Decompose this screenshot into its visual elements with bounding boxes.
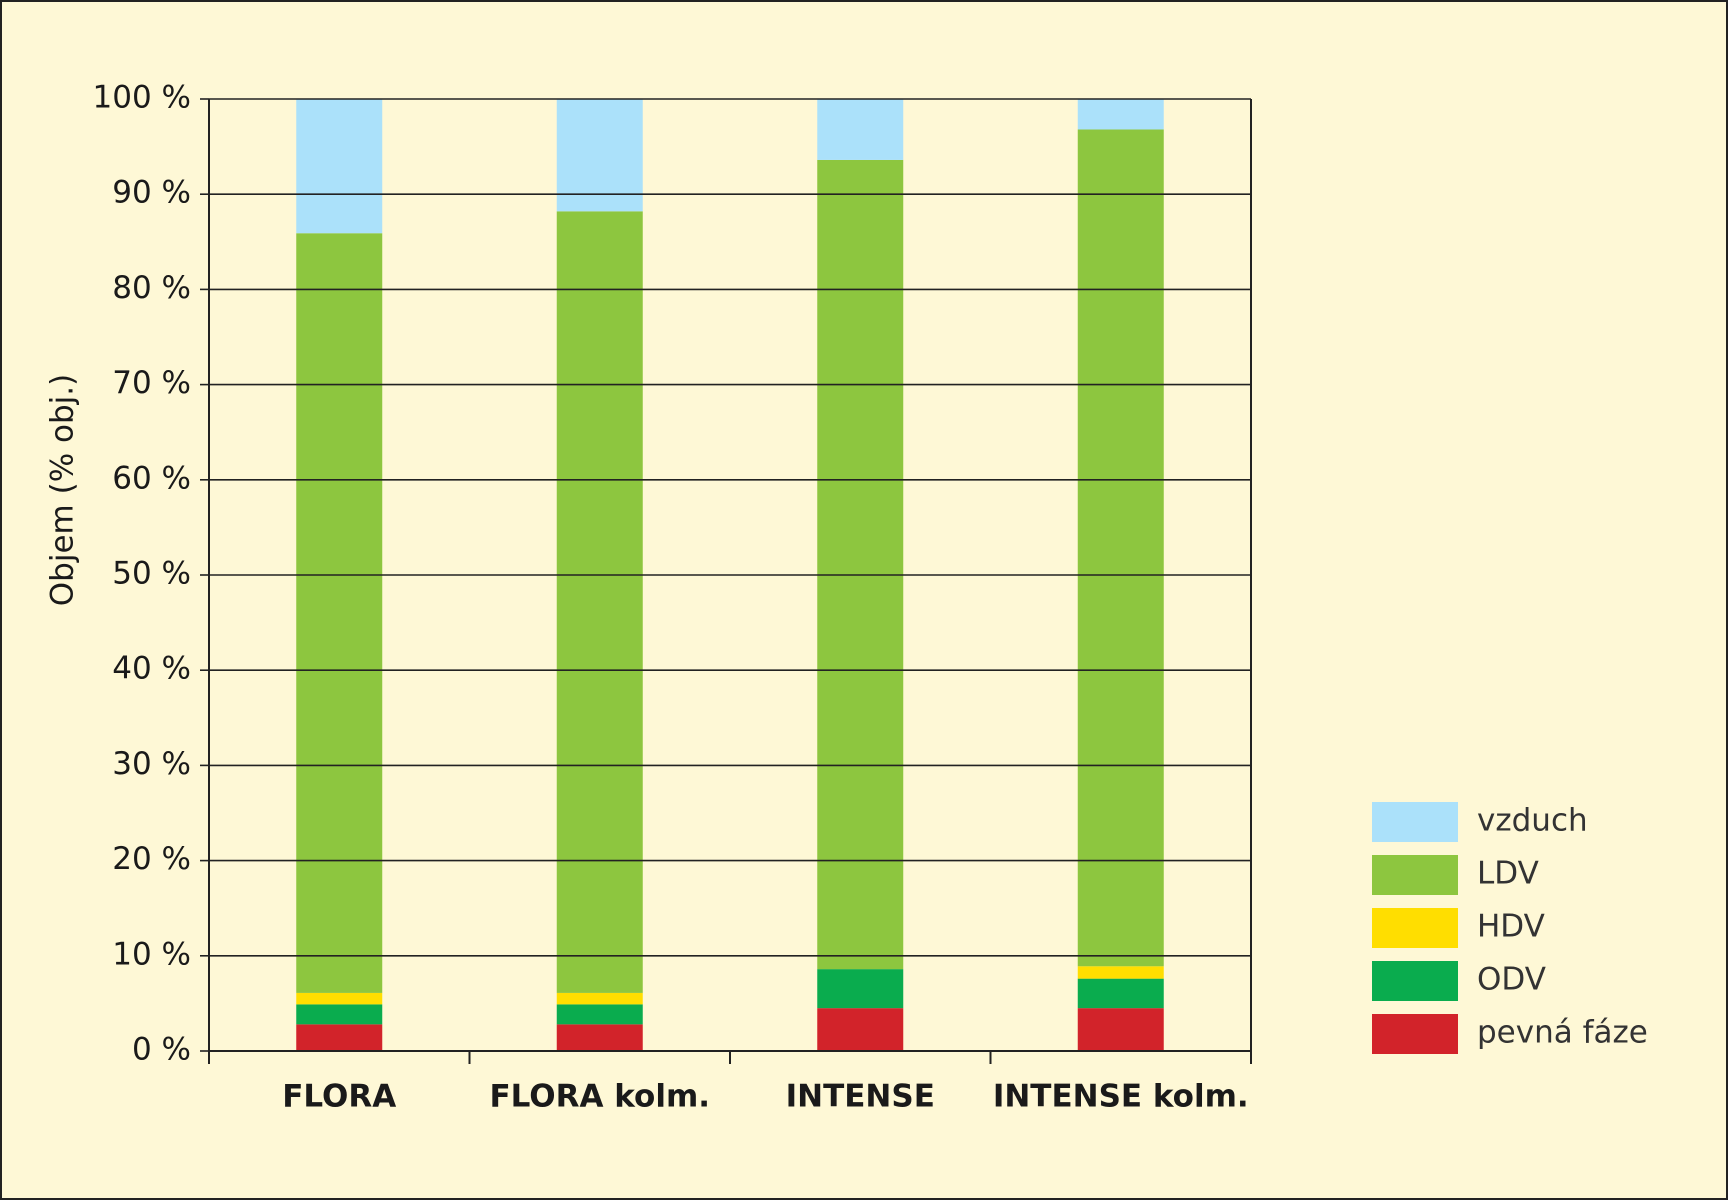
y-tick-label: 70 % (112, 365, 191, 401)
y-tick-label: 40 % (112, 651, 191, 687)
bar-segment (296, 233, 383, 993)
legend-swatch (1372, 802, 1458, 842)
y-tick-label: 100 % (93, 80, 191, 116)
y-tick-label: 90 % (112, 175, 191, 211)
bar-segment (556, 992, 643, 1005)
bar-segment (556, 1024, 643, 1051)
legend-label: HDV (1477, 909, 1545, 945)
y-tick-label: 0 % (132, 1032, 191, 1068)
bar-segment (1077, 966, 1164, 979)
legend-label: pevná fáze (1477, 1015, 1648, 1051)
bar-segment (556, 1004, 643, 1025)
legend-swatch (1372, 1014, 1458, 1054)
bar-segment (817, 159, 904, 970)
x-tick-label: INTENSE kolm. (993, 1079, 1249, 1115)
x-tick-label: FLORA (282, 1079, 396, 1115)
x-tick-label: INTENSE (786, 1079, 935, 1115)
y-tick-label: 60 % (112, 460, 191, 496)
x-tick-label: FLORA kolm. (489, 1079, 710, 1115)
y-tick-label: 10 % (112, 936, 191, 972)
bar-segment (817, 99, 904, 160)
bar-segment (556, 211, 643, 993)
y-tick-label: 80 % (112, 270, 191, 306)
legend-label: ODV (1477, 962, 1546, 998)
bar-segment (296, 992, 383, 1005)
bar-segment (1077, 1008, 1164, 1051)
y-tick-label: 50 % (112, 556, 191, 592)
y-tick-label: 30 % (112, 746, 191, 782)
bar-segment (296, 1024, 383, 1051)
bar-segment (817, 969, 904, 1009)
bar-segment (1077, 129, 1164, 967)
bar-segment (817, 1008, 904, 1051)
legend-label: LDV (1477, 856, 1539, 892)
bar-segment (296, 1004, 383, 1025)
legend-swatch (1372, 855, 1458, 895)
y-tick-label: 20 % (112, 841, 191, 877)
bar-segment (1077, 978, 1164, 1009)
bar-segment (296, 99, 383, 234)
legend-label: vzduch (1477, 803, 1588, 839)
bar-segment (556, 99, 643, 212)
bar-segment (1077, 99, 1164, 130)
legend-swatch (1372, 961, 1458, 1001)
legend-swatch (1372, 908, 1458, 948)
y-axis-label: Objem (% obj.) (45, 374, 81, 606)
